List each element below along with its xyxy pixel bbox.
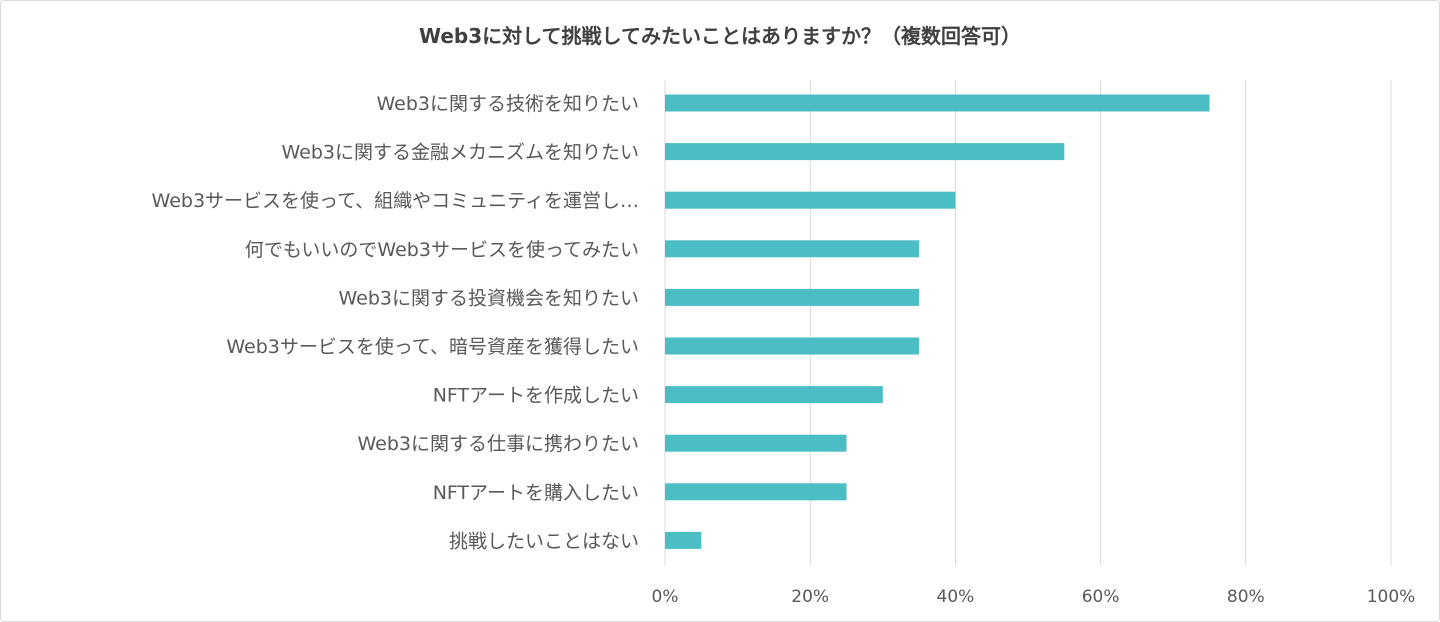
bar: [665, 434, 847, 452]
x-tick-label: 0%: [652, 587, 679, 607]
category-label: Web3に関する技術を知りたい: [376, 93, 639, 115]
grid-layer: [664, 80, 1392, 565]
category-label-layer: Web3に関する技術を知りたい Web3に関する金融メカニズムを知りたい Web3サ…: [152, 93, 639, 552]
bar-layer: [665, 94, 1210, 549]
category-label: Web3に関する仕事に携わりたい: [357, 433, 639, 455]
category-label: 挑戦したいことはない: [449, 530, 639, 552]
category-label: Web3サービスを使って、暗号資産を獲得したい: [226, 336, 639, 358]
bar: [665, 386, 883, 404]
x-tick-label: 60%: [1082, 587, 1120, 607]
chart-title: Web3に対して挑戦してみたいことはありますか？（複数回答可）: [419, 24, 1021, 48]
bar: [665, 94, 1210, 112]
category-label: 何でもいいのでWeb3サービスを使ってみたい: [245, 239, 639, 261]
category-label: NFTアートを作成したい: [433, 385, 639, 407]
bar: [665, 143, 1065, 161]
bar: [665, 288, 920, 306]
bar: [665, 531, 702, 549]
bar: [665, 337, 920, 355]
category-label: Web3に関する金融メカニズムを知りたい: [281, 142, 639, 164]
category-label: NFTアートを購入したい: [433, 482, 639, 504]
tick-label-layer: 0% 20% 40% 60% 80% 100%: [652, 587, 1416, 607]
category-label: Web3に関する投資機会を知りたい: [338, 287, 639, 309]
x-tick-label: 80%: [1227, 587, 1265, 607]
x-tick-label: 40%: [937, 587, 975, 607]
x-tick-label: 20%: [791, 587, 829, 607]
bar: [665, 191, 956, 209]
bar: [665, 240, 920, 258]
bar: [665, 483, 847, 501]
category-label: Web3サービスを使って、組織やコミュニティを運営し…: [152, 190, 639, 212]
x-tick-label: 100%: [1367, 587, 1416, 607]
